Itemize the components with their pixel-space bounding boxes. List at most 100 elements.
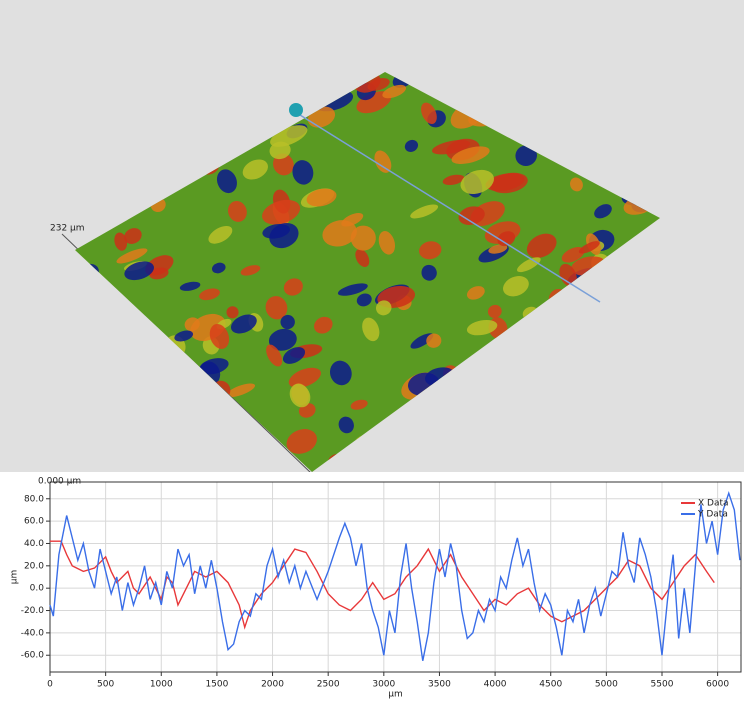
series-line: [49, 490, 741, 661]
surface-blob: [283, 278, 303, 296]
x-tick-label: 4000: [484, 680, 507, 690]
surface-blob: [421, 102, 437, 124]
surface-blob: [487, 304, 502, 318]
surface-blob: [242, 159, 268, 180]
x-axis-label: µm: [388, 690, 403, 700]
surface-blob: [451, 146, 490, 164]
surface-blob: [306, 188, 337, 207]
surface-blob: [226, 383, 256, 398]
surface-blob: [337, 283, 368, 296]
plot-frame: [49, 481, 742, 673]
surface-blob: [174, 330, 194, 342]
surface-blob: [458, 206, 485, 225]
x-tick-label: 500: [97, 680, 114, 690]
surface-blob: [350, 225, 376, 251]
x-tick-label: 5000: [595, 680, 618, 690]
x-tick-label: 2500: [317, 680, 340, 690]
surface-blob: [124, 261, 154, 281]
surface-blob: [338, 416, 354, 434]
surface-blob: [116, 248, 148, 264]
surface-blob: [240, 265, 261, 276]
surface-blob: [355, 249, 370, 267]
surface-blob: [375, 300, 392, 316]
surface-blob: [265, 296, 288, 320]
surface-blob: [216, 169, 237, 194]
surface-blob: [329, 360, 352, 386]
surface-blob: [466, 319, 498, 336]
surface-blob: [199, 288, 220, 301]
surface-blob: [466, 286, 485, 300]
surface-blob: [362, 317, 380, 342]
surface-blob: [374, 150, 392, 173]
x-tick-label: 3500: [428, 680, 451, 690]
surface-blob: [199, 358, 229, 375]
surface-blob: [184, 317, 200, 332]
y-tick-label: 0.0: [30, 584, 45, 594]
surface-blob: [322, 220, 357, 247]
surface-blob: [230, 314, 257, 334]
surface-blob: [226, 306, 239, 319]
y-tick-label: -40.0: [21, 628, 45, 638]
surface-blob: [526, 233, 557, 258]
surface-blob: [419, 241, 442, 260]
surface-blob: [341, 213, 364, 227]
profile-line: [291, 109, 601, 303]
surface-blob: [578, 241, 600, 254]
surface-blob: [124, 228, 142, 244]
y-tick-label: -20.0: [21, 606, 45, 616]
legend-label: X Data: [698, 499, 729, 509]
x-tick-label: 1500: [205, 680, 228, 690]
series-line: [50, 540, 715, 630]
surface-blob: [262, 199, 301, 225]
surface-blob: [282, 347, 306, 364]
x-tick-label: 6000: [706, 680, 729, 690]
surface-blob: [432, 140, 471, 155]
surface-label: 232 µm: [50, 224, 85, 234]
x-tick-label: 2000: [261, 680, 284, 690]
chart: 0 500 1000 1500 2000 2500 3000 3500 4000 4500 5000…: [10, 481, 742, 700]
y-tick-label: 80.0: [24, 494, 44, 504]
x-tick-label: 3000: [372, 680, 395, 690]
surface-blob: [442, 174, 465, 186]
surface-blob: [503, 276, 529, 297]
surface-blob: [149, 267, 169, 280]
y-tick-label: 20.0: [24, 561, 44, 571]
surface-blob: [410, 204, 439, 219]
surface-blob: [570, 177, 583, 192]
surface-blob: [460, 169, 495, 194]
y-tick-label: -60.0: [21, 651, 45, 661]
y-tick-label: 60.0: [24, 517, 44, 527]
chart-background: [0, 472, 744, 701]
x-tick-label: 0: [47, 680, 53, 690]
surface-blob: [266, 344, 283, 367]
surface-blob: [314, 316, 333, 334]
profile-marker: [289, 103, 303, 117]
x-tick-label: 5500: [651, 680, 674, 690]
legend-label: Y Data: [697, 510, 728, 520]
surface-blob: [515, 145, 537, 166]
surface-blob: [378, 231, 396, 255]
surface-blob: [292, 160, 314, 185]
surface-blob: [350, 399, 368, 410]
surface-blob: [280, 314, 295, 330]
surface-blob: [268, 328, 297, 351]
surface-blob: [356, 293, 372, 307]
surface-blob: [262, 224, 290, 239]
surface-blob: [382, 84, 407, 99]
surface-blob: [594, 204, 612, 219]
surface-blob: [270, 125, 308, 147]
surface-blob: [421, 264, 437, 281]
surface-blob: [497, 231, 516, 247]
surface-blob: [488, 244, 508, 254]
surface-blob: [289, 383, 311, 408]
x-tick-label: 1000: [150, 680, 173, 690]
surface-blob: [286, 429, 317, 454]
surface-blob: [208, 225, 233, 244]
surface-blob: [559, 263, 577, 287]
x-tick-label: 4500: [539, 680, 562, 690]
y-tick-label: 40.0: [24, 539, 44, 549]
surface-blob: [426, 333, 442, 348]
surface-blob: [404, 139, 419, 152]
surface-blob: [179, 281, 201, 291]
